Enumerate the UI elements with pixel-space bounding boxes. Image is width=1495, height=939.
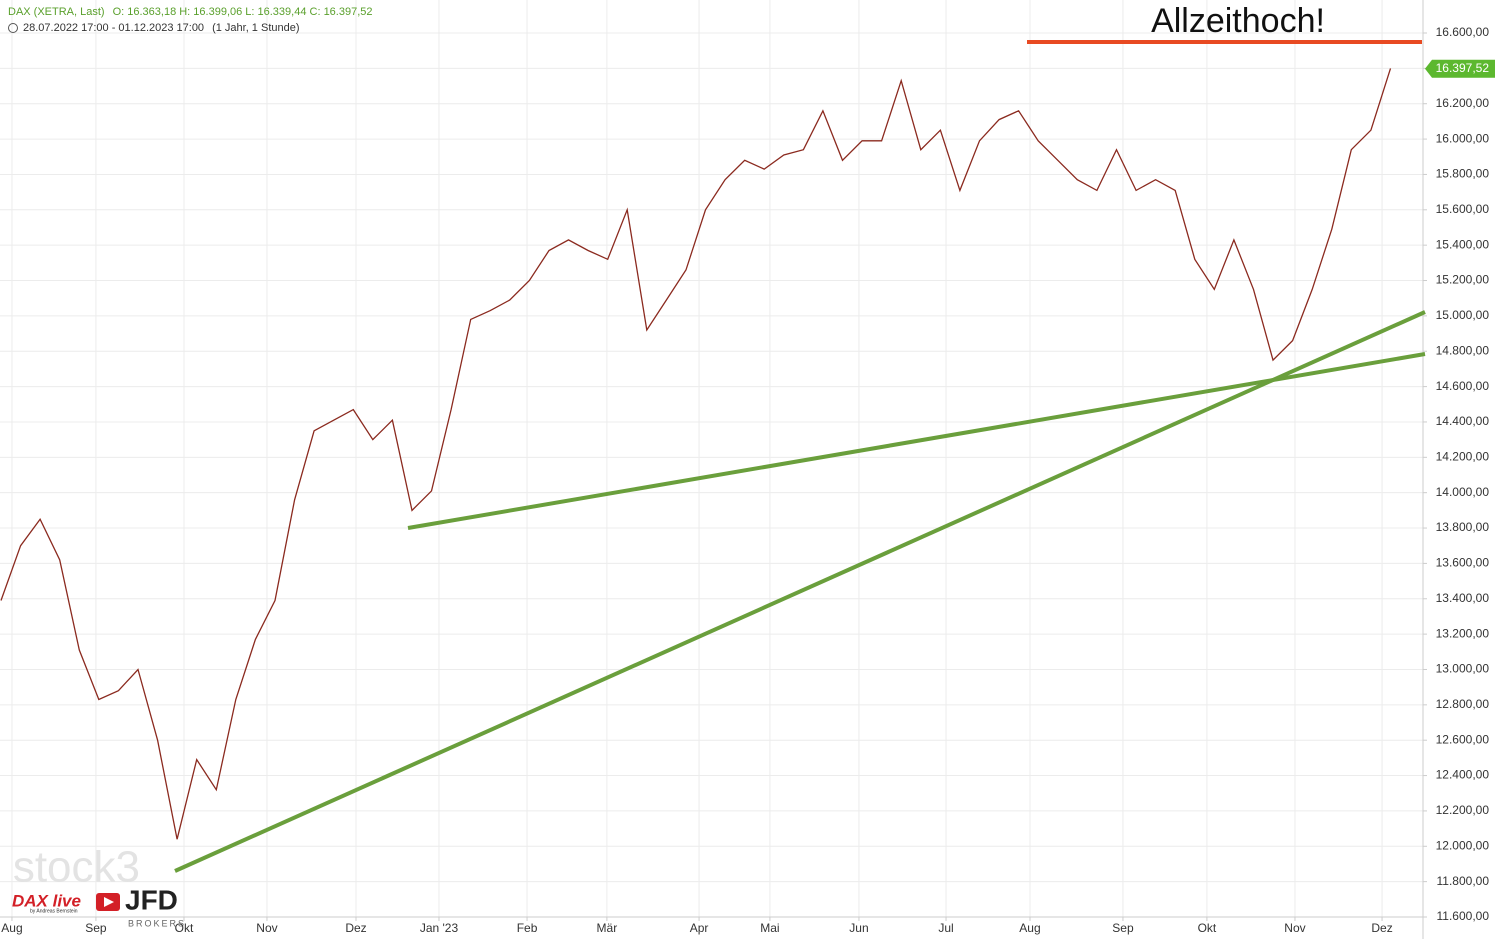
- period: (1 Jahr, 1 Stunde): [212, 22, 299, 34]
- y-tick-label: 13.200,00: [1436, 626, 1490, 640]
- subtitle: 28.07.2022 17:00 - 01.12.2023 17:00: [23, 22, 204, 34]
- logo-jfd-sub: BROKERS: [128, 918, 186, 928]
- x-tick-label: Jun: [849, 921, 868, 935]
- x-tick-label: Aug: [1019, 921, 1040, 935]
- x-tick-label: Jul: [938, 921, 953, 935]
- x-tick-label: Nov: [1284, 921, 1305, 935]
- y-tick-label: 14.600,00: [1436, 379, 1490, 393]
- last-price-tag: [1425, 59, 1495, 78]
- watermark: stock3: [13, 843, 140, 892]
- y-tick-label: 12.000,00: [1436, 838, 1490, 852]
- axes: 11.600,00 11.800,00 12.000,00 12.200,00 12.4…: [1, 25, 1495, 935]
- x-tick-label: Okt: [1198, 921, 1217, 935]
- title: DAX (XETRA, Last) O: 16.363,18 H: 16.399,…: [8, 6, 373, 18]
- y-tick-label: 16.600,00: [1436, 25, 1490, 39]
- y-tick-label: 11.600,00: [1437, 909, 1490, 923]
- x-tick-label: Sep: [85, 921, 107, 935]
- y-tick-label: 15.200,00: [1436, 273, 1490, 287]
- x-tick-label: Aug: [1, 921, 22, 935]
- grid: [0, 0, 1423, 918]
- y-tick-label: 15.800,00: [1436, 167, 1490, 181]
- x-tick-label: Okt: [175, 921, 194, 935]
- x-tick-label: Nov: [256, 921, 277, 935]
- trendline: [174, 310, 1426, 873]
- annotation: Allzeithoch!: [1151, 2, 1325, 40]
- y-tick-label: 14.400,00: [1436, 414, 1490, 428]
- x-tick-label: Mai: [760, 921, 779, 935]
- price-line: [0, 68, 1392, 840]
- x-tick-label: Feb: [517, 921, 538, 935]
- y-tick-label: 12.400,00: [1436, 768, 1490, 782]
- x-tick-label: Dez: [345, 921, 366, 935]
- x-tick-label: Jan '23: [420, 921, 459, 935]
- x-tick-label: Sep: [1112, 921, 1134, 935]
- y-tick-label: 16.000,00: [1436, 131, 1490, 145]
- y-tick-label: 12.600,00: [1436, 732, 1490, 746]
- y-tick-label: 15.400,00: [1436, 237, 1490, 251]
- series: [0, 68, 1392, 840]
- byline: by Andreas Bernstein: [30, 908, 78, 914]
- y-tick-label: 14.200,00: [1436, 449, 1490, 463]
- y-tick-label: 14.000,00: [1436, 485, 1490, 499]
- y-tick-label: 14.800,00: [1436, 343, 1490, 357]
- clock-icon: [8, 23, 18, 33]
- y-tick-label: 13.800,00: [1436, 520, 1490, 534]
- y-tick-label: 16.200,00: [1436, 96, 1490, 110]
- x-tick-label: Mär: [597, 921, 618, 935]
- y-tick-label: 13.400,00: [1436, 591, 1490, 605]
- x-tick-label: Dez: [1371, 921, 1392, 935]
- logo-jfd: JFD: [125, 884, 178, 915]
- y-tick-label: 12.800,00: [1436, 697, 1490, 711]
- y-tick-label: 13.600,00: [1436, 556, 1490, 570]
- y-tick-label: 15.600,00: [1436, 202, 1490, 216]
- trendline: [407, 352, 1426, 530]
- last-price-label: 16.397,52: [1436, 61, 1490, 75]
- y-tick-label: 15.000,00: [1436, 308, 1490, 322]
- y-tick-label: 13.000,00: [1436, 662, 1490, 676]
- y-tick-label: 12.200,00: [1436, 803, 1490, 817]
- play-icon: [104, 897, 114, 907]
- ohlc: O: 16.363,18 H: 16.399,06 L: 16.339,44 C…: [113, 6, 373, 18]
- x-tick-label: Apr: [690, 921, 709, 935]
- title: DAX (XETRA, Last): [8, 6, 105, 18]
- y-tick-label: 11.800,00: [1437, 874, 1490, 888]
- logo-dax-live: DAX live: [12, 891, 81, 910]
- subtitle: 28.07.2022 17:00 - 01.12.2023 17:00 (1 Ja…: [23, 22, 300, 34]
